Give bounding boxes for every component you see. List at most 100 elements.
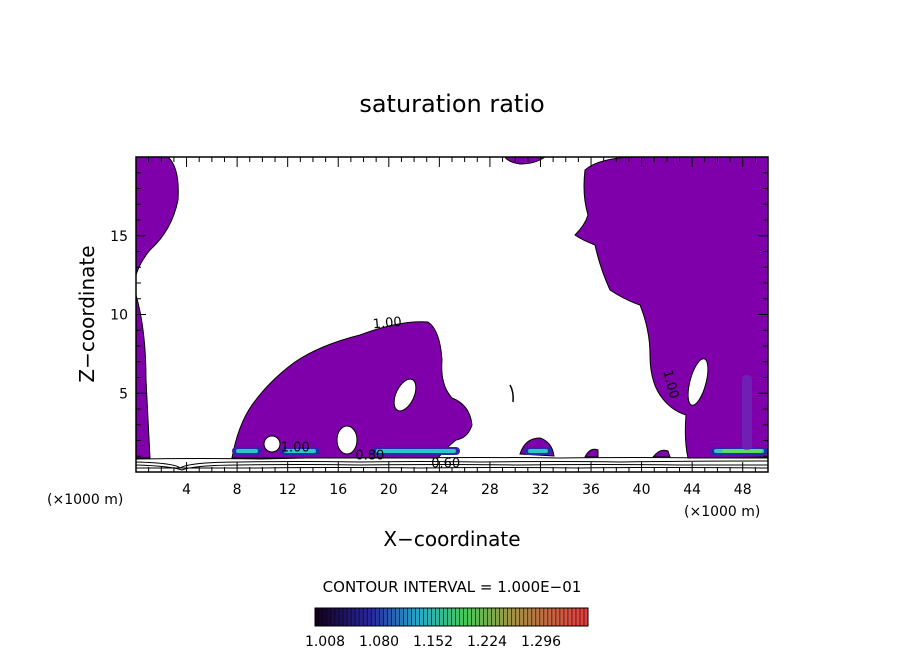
colorbar-cell: [471, 608, 476, 626]
colorbar-cell: [339, 608, 344, 626]
colorbar-cell: [323, 608, 328, 626]
colorbar-label: 1.080: [359, 634, 399, 650]
colorbar-cell: [491, 608, 496, 626]
colorbar-cell: [347, 608, 352, 626]
colorbar-cell: [431, 608, 436, 626]
contour-label: 0.60: [431, 456, 460, 471]
colorbar-cell: [547, 608, 552, 626]
colorbar-cell: [355, 608, 360, 626]
colorbar-cell: [371, 608, 376, 626]
dry-hole: [687, 358, 709, 406]
colorbar-cell: [559, 608, 564, 626]
saturation-region: [135, 156, 179, 276]
colorbar-cell: [571, 608, 576, 626]
saturation-region: [504, 156, 547, 165]
colorbar-cell: [383, 608, 388, 626]
x-axis-label: X−coordinate: [383, 527, 520, 551]
colorbar-cell: [419, 608, 424, 626]
colorbar-cell: [351, 608, 356, 626]
colorbar-cell: [359, 608, 364, 626]
colorbar-cell: [459, 608, 464, 626]
x-tick-label: 8: [233, 482, 242, 498]
colorbar-cell: [435, 608, 440, 626]
colorbar-cell: [519, 608, 524, 626]
contour-interval-text: CONTOUR INTERVAL = 1.000E−01: [323, 578, 582, 596]
x-tick-label: 20: [380, 482, 398, 498]
colorbar-cell: [391, 608, 396, 626]
colorbar-cell: [515, 608, 520, 626]
colorbar-cell: [451, 608, 456, 626]
colorbar-label: 1.296: [521, 634, 561, 650]
colorbar-cell: [495, 608, 500, 626]
colorbar-cell: [507, 608, 512, 626]
colorbar-cell: [535, 608, 540, 626]
colorbar-cell: [423, 608, 428, 626]
high-saturation-core: [236, 449, 258, 453]
saturation-region: [651, 449, 671, 458]
x-tick-label: 44: [683, 482, 701, 498]
saturation-fill-regions: [135, 156, 769, 459]
colorbar-cell: [555, 608, 560, 626]
x-tick-label: 12: [279, 482, 297, 498]
contour-label: 1.00: [372, 315, 402, 332]
colorbar-cell: [331, 608, 336, 626]
colorbar-cell: [319, 608, 324, 626]
colorbar-cell: [579, 608, 584, 626]
colorbar-cell: [543, 608, 548, 626]
y-tick-label: 10: [110, 308, 128, 324]
colorbar-cell: [479, 608, 484, 626]
colorbar-cell: [387, 608, 392, 626]
dry-hole: [393, 378, 417, 412]
colorbar-cell: [455, 608, 460, 626]
colorbar-cell: [475, 608, 480, 626]
colorbar-cell: [375, 608, 380, 626]
saturation-region: [231, 321, 473, 459]
colorbar-cell: [315, 608, 320, 626]
high-saturation-peak: [722, 449, 762, 453]
high-saturation-core: [528, 449, 548, 453]
colorbar-cell: [463, 608, 468, 626]
colorbar-cell: [411, 608, 416, 626]
x-tick-label: 36: [582, 482, 600, 498]
saturation-region: [574, 156, 769, 459]
x-tick-label: 40: [633, 482, 651, 498]
colorbar-label: 1.224: [467, 634, 507, 650]
colorbar-label: 1.008: [305, 634, 345, 650]
colorbar-cell: [395, 608, 400, 626]
high-saturation-column: [742, 375, 752, 450]
x-axis-ticks: 4 8 12 16 20 24 28 32 36 40 44 48: [148, 157, 756, 498]
colorbar-cell: [531, 608, 536, 626]
x-unit-label-left: (×1000 m): [47, 492, 123, 508]
high-saturation-core: [376, 449, 456, 453]
colorbar-cell: [343, 608, 348, 626]
colorbar-cell: [363, 608, 368, 626]
contour-label: 1.00: [659, 369, 681, 401]
colorbar-cell: [511, 608, 516, 626]
contour-label: 0.80: [355, 448, 384, 463]
colorbar-cell: [567, 608, 572, 626]
x-tick-label: 28: [481, 482, 499, 498]
colorbar-cell: [447, 608, 452, 626]
x-tick-label: 16: [329, 482, 347, 498]
colorbar-frame: [314, 607, 589, 627]
contour-line: [136, 467, 769, 469]
colorbar-cell: [415, 608, 420, 626]
high-saturation-core: [284, 449, 316, 453]
x-tick-label: 4: [182, 482, 191, 498]
y-axis-label: Z−coordinate: [75, 245, 99, 382]
colorbar-cell: [487, 608, 492, 626]
colorbar-cell: [327, 608, 332, 626]
chart-title: saturation ratio: [359, 90, 544, 118]
contour-line: [135, 460, 769, 469]
x-unit-label-right: (×1000 m): [684, 504, 760, 520]
colorbar-cell: [443, 608, 448, 626]
y-axis-ticks: 5 10 15: [110, 172, 768, 457]
y-tick-label: 15: [110, 229, 128, 245]
colorbar-cell: [583, 608, 588, 626]
colorbar-cell: [551, 608, 556, 626]
x-tick-label: 24: [430, 482, 448, 498]
x-tick-label: 48: [734, 482, 752, 498]
colorbar-cell: [467, 608, 472, 626]
colorbar: [314, 607, 589, 627]
contour-labels: 1.00 1.00 1.00 0.80 0.60: [281, 315, 681, 471]
